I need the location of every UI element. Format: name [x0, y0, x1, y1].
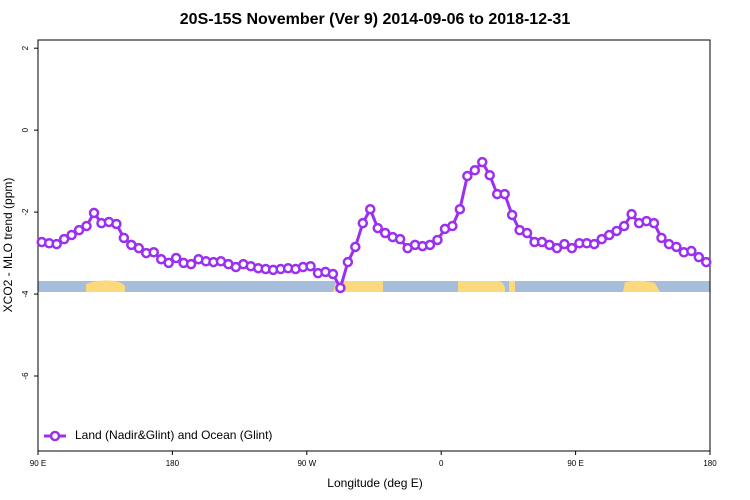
data-point	[118, 232, 130, 244]
x-tick-label: 180	[703, 459, 717, 468]
data-point	[58, 233, 70, 245]
legend-label: Land (Nadir&Glint) and Ocean (Glint)	[75, 428, 272, 442]
data-point	[648, 217, 660, 229]
data-point	[566, 242, 578, 254]
data-point	[477, 156, 488, 168]
data-point	[424, 239, 436, 251]
data-point	[357, 217, 369, 229]
data-point	[185, 258, 197, 270]
data-point	[51, 238, 62, 250]
data-point	[342, 256, 354, 268]
data-point	[305, 260, 316, 272]
data-point	[611, 225, 622, 237]
y-tick-label: -4	[21, 290, 30, 298]
data-point	[372, 222, 383, 234]
data-point	[693, 251, 705, 263]
y-axis-label: XCO2 - MLO trend (ppm)	[1, 178, 15, 313]
data-point	[350, 241, 361, 253]
data-point	[701, 256, 712, 268]
legend-marker	[49, 430, 61, 442]
data-point	[686, 245, 697, 257]
data-point	[499, 188, 510, 200]
data-point	[73, 224, 85, 236]
data-point	[66, 229, 77, 241]
data-point	[327, 268, 339, 280]
y-tick-label: -2	[21, 208, 30, 216]
land-segment	[509, 281, 515, 292]
x-axis-label: Longitude (deg E)	[327, 476, 422, 490]
data-point	[626, 208, 637, 220]
land-segment	[623, 280, 660, 292]
data-point	[163, 257, 174, 269]
land-segment	[86, 280, 125, 292]
y-tick-label: 0	[21, 127, 30, 132]
data-point	[432, 234, 443, 246]
data-point	[111, 218, 122, 230]
data-point	[170, 252, 182, 264]
data-point	[589, 238, 600, 250]
data-point	[671, 241, 682, 253]
x-tick-label: 90 E	[30, 459, 46, 468]
data-point	[462, 170, 473, 182]
land-ocean-band	[38, 280, 710, 292]
data-point	[335, 282, 346, 294]
data-point	[379, 227, 391, 239]
data-point	[454, 203, 466, 215]
data-point	[133, 242, 145, 254]
data-point	[447, 220, 458, 232]
legend: Land (Nadir&Glint) and Ocean (Glint)	[44, 428, 272, 442]
data-point	[88, 207, 100, 219]
data-point	[656, 232, 667, 244]
land-segment	[333, 281, 383, 292]
x-tick-label: 90 W	[297, 459, 316, 468]
x-tick-label: 90 E	[567, 459, 583, 468]
data-point	[551, 242, 563, 254]
data-point	[618, 220, 630, 232]
data-point	[506, 209, 518, 221]
data-point	[469, 165, 481, 176]
data-point	[603, 229, 615, 241]
data-point	[81, 220, 92, 232]
data-point	[148, 247, 159, 258]
data-point	[484, 169, 495, 181]
data-point	[596, 233, 607, 245]
data-point	[394, 233, 406, 245]
land-segment	[458, 281, 505, 292]
data-point	[559, 238, 570, 250]
y-tick-label: -6	[21, 372, 30, 380]
data-point	[365, 203, 376, 215]
x-tick-label: 0	[439, 459, 444, 468]
x-tick-label: 180	[166, 459, 180, 468]
data-point	[521, 227, 533, 239]
chart-title: 20S-15S November (Ver 9) 2014-09-06 to 2…	[180, 11, 571, 28]
y-tick-label: 2	[21, 45, 30, 50]
